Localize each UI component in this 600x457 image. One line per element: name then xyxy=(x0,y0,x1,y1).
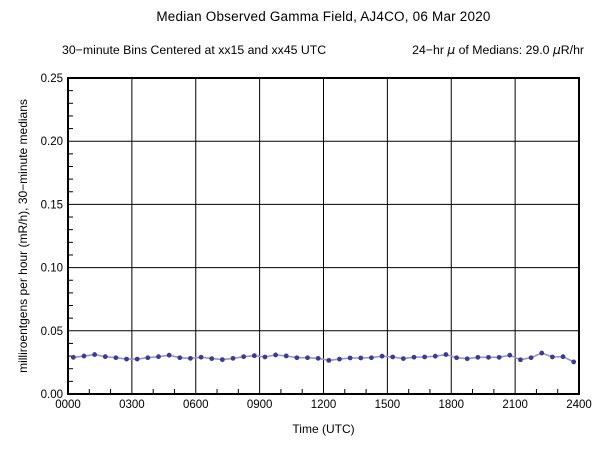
y-tick-label-0.05: 0.05 xyxy=(41,326,63,338)
y-tick-label-0.10: 0.10 xyxy=(41,263,63,275)
x-tick-label-1200: 1200 xyxy=(311,399,337,411)
data-point-0545 xyxy=(188,355,193,361)
data-point-2345 xyxy=(571,359,577,365)
x-tick-label-0300: 0300 xyxy=(119,399,145,411)
x-tick-label-0000: 0000 xyxy=(55,399,81,411)
data-point-1645 xyxy=(422,354,428,360)
data-point-1415 xyxy=(369,355,374,361)
data-point-0745 xyxy=(230,355,236,361)
data-point-1845 xyxy=(464,356,470,362)
stat-suffix: R/hr xyxy=(560,43,584,57)
data-point-0445 xyxy=(166,352,172,358)
y-tick-label-0.15: 0.15 xyxy=(41,199,63,211)
chart-subtitle: 30−minute Bins Centered at xx15 and xx45… xyxy=(62,43,584,57)
data-point-1015 xyxy=(283,353,289,359)
subtitle-bins-text: 30−minute Bins Centered at xx15 and xx45… xyxy=(62,43,327,57)
data-point-0715 xyxy=(219,357,225,363)
data-point-0245 xyxy=(124,356,129,362)
data-point-2315 xyxy=(560,354,566,360)
data-point-2215 xyxy=(539,350,545,356)
data-point-1915 xyxy=(475,354,481,360)
data-point-1815 xyxy=(454,355,459,361)
data-point-1615 xyxy=(411,354,417,360)
data-point-1515 xyxy=(390,354,396,360)
data-point-0315 xyxy=(134,356,140,362)
data-point-0915 xyxy=(262,354,268,360)
data-point-0845 xyxy=(251,353,257,359)
data-point-1215 xyxy=(326,357,332,363)
plot-frame xyxy=(67,77,580,395)
x-tick-label-0900: 0900 xyxy=(247,399,273,411)
data-point-0215 xyxy=(113,355,119,361)
data-point-0045 xyxy=(81,353,87,359)
data-point-1115 xyxy=(305,355,310,361)
x-tick-label-1500: 1500 xyxy=(375,399,401,411)
data-point-1315 xyxy=(347,355,353,361)
data-point-1445 xyxy=(379,353,385,359)
stat-middle: of Medians: 29.0 xyxy=(455,43,553,57)
data-point-2015 xyxy=(496,354,502,360)
data-point-1145 xyxy=(315,355,321,361)
data-point-1745 xyxy=(443,352,449,357)
data-point-0645 xyxy=(209,356,215,362)
data-point-0415 xyxy=(156,354,161,360)
subtitle-mean-stat: 24−hr μ of Medians: 29.0 μR/hr xyxy=(412,43,584,57)
data-point-1715 xyxy=(432,353,438,359)
data-point-0115 xyxy=(92,352,98,357)
data-point-2045 xyxy=(507,352,513,358)
mu-symbol: μ xyxy=(552,43,561,57)
data-point-0515 xyxy=(177,355,183,361)
data-point-2115 xyxy=(518,357,523,363)
chart-title: Median Observed Gamma Field, AJ4CO, 06 M… xyxy=(156,9,491,24)
data-point-0145 xyxy=(102,354,108,360)
x-axis-label: Time (UTC) xyxy=(292,422,355,436)
x-tick-label-2400: 2400 xyxy=(566,399,592,411)
y-axis-label: milliroentgens per hour (mR/h), 30−minut… xyxy=(16,99,30,373)
y-tick-label-0.00: 0.00 xyxy=(41,389,63,401)
mu-symbol: μ xyxy=(447,43,456,57)
data-point-0615 xyxy=(198,354,204,360)
data-point-1245 xyxy=(337,356,342,362)
data-point-0345 xyxy=(145,355,151,361)
data-point-2245 xyxy=(549,354,555,360)
data-point-1045 xyxy=(294,355,300,361)
data-point-0815 xyxy=(241,354,247,360)
stat-prefix: 24−hr xyxy=(412,43,448,57)
x-tick-label-1800: 1800 xyxy=(438,399,464,411)
x-tick-label-2100: 2100 xyxy=(502,399,528,411)
data-point-1345 xyxy=(358,355,364,361)
data-point-1945 xyxy=(486,354,491,360)
x-tick-label-0600: 0600 xyxy=(183,399,209,411)
y-tick-label-0.25: 0.25 xyxy=(41,73,63,85)
data-point-1545 xyxy=(400,356,406,362)
data-point-0945 xyxy=(273,352,278,358)
data-point-2145 xyxy=(528,355,534,361)
data-point-0015 xyxy=(70,354,76,360)
y-tick-label-0.20: 0.20 xyxy=(41,136,63,148)
